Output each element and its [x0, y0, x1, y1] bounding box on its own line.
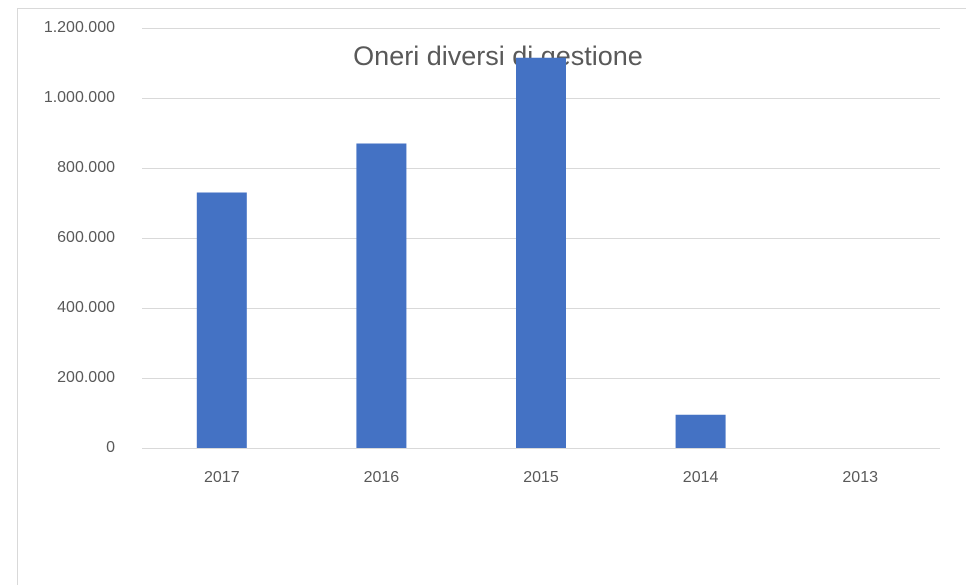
x-tick-label: 2016	[364, 469, 400, 486]
bar	[196, 192, 247, 448]
x-tick-label: 2014	[683, 469, 719, 486]
x-tick-label: 2015	[523, 469, 559, 486]
y-tick-label: 1.200.000	[44, 19, 115, 36]
y-tick-label: 0	[106, 439, 115, 456]
bar	[675, 414, 726, 448]
y-tick-label: 1.000.000	[44, 89, 115, 106]
chart-title: Oneri diversi di gestione	[353, 41, 643, 71]
bar	[516, 57, 566, 448]
x-tick-label: 2017	[204, 469, 240, 486]
y-tick-label: 200.000	[57, 369, 115, 386]
x-tick-label: 2013	[842, 469, 878, 486]
y-tick-label: 400.000	[57, 299, 115, 316]
y-tick-label: 600.000	[57, 229, 115, 246]
bar	[356, 143, 407, 448]
chart-frame	[17, 8, 966, 585]
y-tick-label: 800.000	[57, 159, 115, 176]
